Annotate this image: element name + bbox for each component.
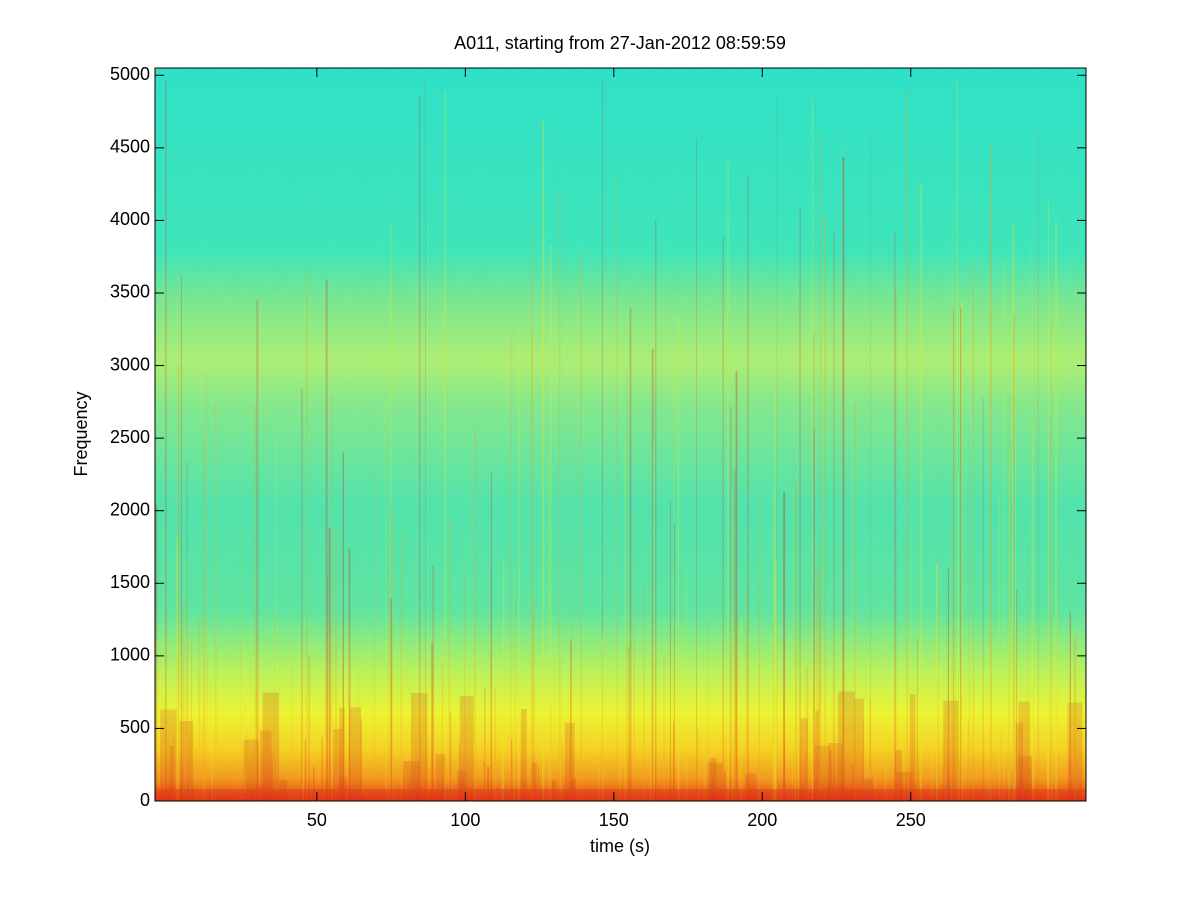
x-tick-label: 50 — [307, 810, 327, 830]
plot-frame — [154, 67, 1087, 802]
y-tick-label: 5000 — [110, 64, 150, 84]
chart-title: A011, starting from 27-Jan-2012 08:59:59 — [454, 33, 786, 53]
x-tick-label: 200 — [747, 810, 777, 830]
y-tick-label: 2000 — [110, 499, 150, 519]
x-tick-label: 150 — [599, 810, 629, 830]
y-tick-label: 2500 — [110, 427, 150, 447]
y-tick-label: 4500 — [110, 137, 150, 157]
x-tick-label: 250 — [896, 810, 926, 830]
x-axis-label: time (s) — [590, 836, 650, 856]
y-tick-label: 500 — [120, 717, 150, 737]
y-axis-label: Frequency — [71, 391, 91, 476]
y-tick-label: 3000 — [110, 354, 150, 374]
y-tick-label: 1500 — [110, 572, 150, 592]
x-tick-label: 100 — [450, 810, 480, 830]
y-tick-label: 0 — [140, 790, 150, 810]
spectrogram-noise — [155, 68, 1086, 801]
y-tick-label: 4000 — [110, 209, 150, 229]
y-tick-label: 1000 — [110, 645, 150, 665]
y-tick-label: 3500 — [110, 282, 150, 302]
